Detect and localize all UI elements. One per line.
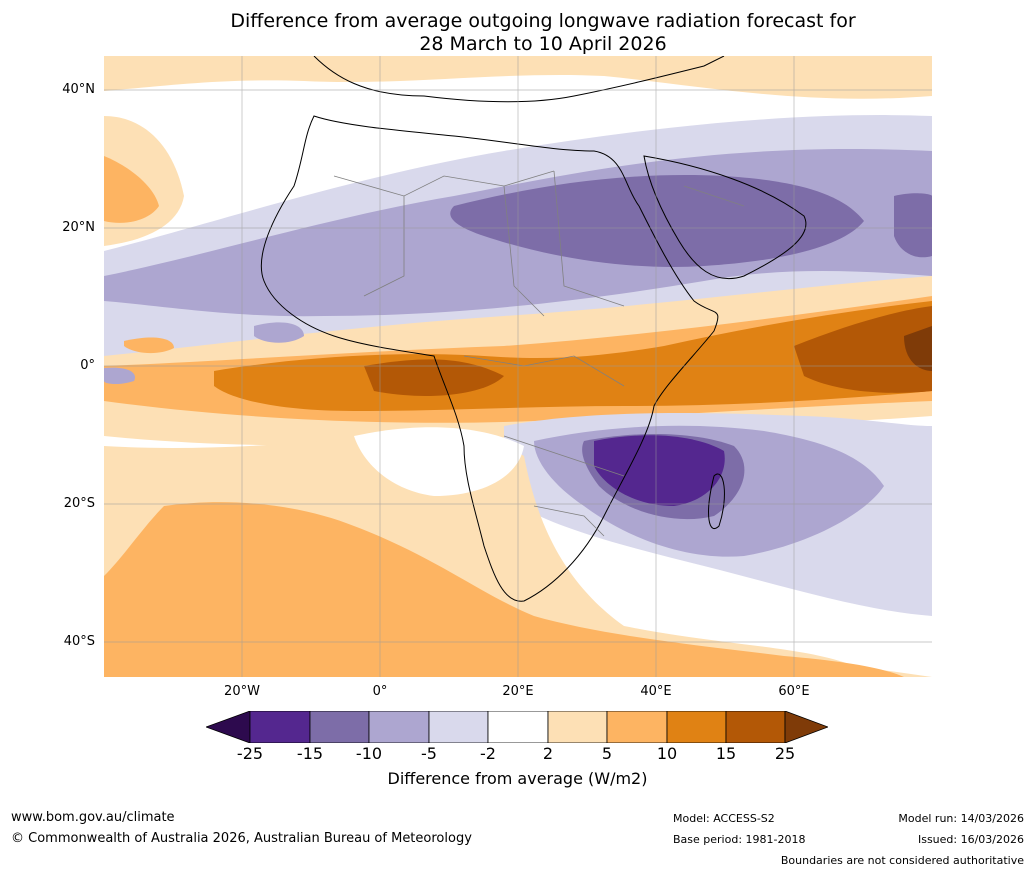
lon-label-40e: 40°E	[640, 684, 672, 699]
footer-issued: Issued: 16/03/2026	[917, 833, 1024, 846]
lat-label-20s: 20°S	[63, 496, 95, 511]
colorbar-bin-5	[487, 711, 549, 743]
guinea-purple-patch	[254, 322, 304, 343]
indian-ocean-brown	[794, 306, 932, 393]
footer-base-period: Base period: 1981-2018	[673, 833, 806, 846]
colorbar-title: Difference from average (W/m2)	[387, 769, 648, 788]
colorbar-bin-2	[309, 711, 370, 743]
colorbar-bin-6	[547, 711, 608, 743]
colorbar	[206, 711, 828, 743]
indian-ocean-darkest	[904, 326, 932, 371]
map-title: Difference from average outgoing longwav…	[100, 10, 986, 56]
colorbar-tick: -5	[421, 744, 437, 763]
country-borders	[333, 170, 745, 537]
title-line-1: Difference from average outgoing longwav…	[230, 10, 856, 32]
lon-label-0: 0°	[372, 684, 388, 699]
colorbar-bin-7	[606, 711, 668, 743]
europe-coastline	[313, 56, 725, 103]
footer-copyright: © Commonwealth of Australia 2026, Austra…	[11, 831, 472, 846]
colorbar-tick: -10	[355, 744, 383, 763]
footer-url[interactable]: www.bom.gov.au/climate	[11, 810, 175, 825]
graticule	[104, 56, 932, 677]
south-deep-purple	[594, 435, 725, 506]
colorbar-tick: -2	[480, 744, 496, 763]
band-equator-brown	[364, 359, 504, 396]
olr-anomaly-map	[104, 56, 932, 677]
lon-label-20w: 20°W	[224, 684, 260, 699]
atlantic-orange-core	[104, 156, 159, 223]
madagascar-coastline	[708, 473, 725, 529]
colorbar-tick: 10	[656, 744, 678, 763]
lat-label-0: 0°	[80, 358, 95, 373]
footer-disclaimer: Boundaries are not considered authoritat…	[780, 854, 1024, 867]
south-atlantic-orange	[104, 502, 904, 677]
title-line-2: 28 March to 10 April 2026	[419, 33, 667, 55]
colorbar-arrow-low	[206, 711, 251, 743]
equator-west-purple	[104, 367, 135, 385]
lat-label-40s: 40°S	[63, 634, 95, 649]
lon-label-60e: 60°E	[778, 684, 810, 699]
lon-label-20e: 20°E	[502, 684, 534, 699]
colorbar-tick: 15	[715, 744, 737, 763]
colorbar-bin-3	[368, 711, 430, 743]
colorbar-tick: 25	[774, 744, 796, 763]
colorbar-bin-1	[249, 711, 311, 743]
colorbar-arrow-high	[784, 711, 828, 743]
colorbar-tick: 5	[601, 744, 613, 763]
band-sahara-dark-purple	[450, 175, 864, 267]
colorbar-bin-4	[428, 711, 489, 743]
africa-coastline	[260, 115, 719, 602]
footer-model: Model: ACCESS-S2	[673, 812, 775, 825]
footer-model-run: Model run: 14/03/2026	[898, 812, 1024, 825]
colorbar-tick: -25	[236, 744, 264, 763]
lat-label-40n: 40°N	[62, 82, 95, 97]
colorbar-bin-9	[725, 711, 786, 743]
lat-label-20n: 20°N	[62, 220, 95, 235]
south-white-gap	[354, 427, 524, 496]
band-north-light-orange	[104, 56, 932, 99]
patch-east-dark-purple	[894, 193, 932, 258]
colorbar-tick: 2	[542, 744, 554, 763]
westatlantic-orange	[124, 337, 174, 354]
colorbar-bin-8	[666, 711, 727, 743]
arabia-coastline	[643, 155, 807, 280]
colorbar-tick: -15	[296, 744, 324, 763]
